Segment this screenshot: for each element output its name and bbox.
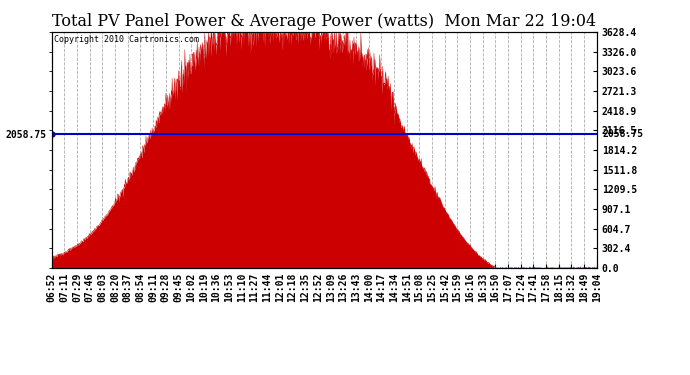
Text: 2058.75: 2058.75 bbox=[602, 129, 644, 139]
Title: Total PV Panel Power & Average Power (watts)  Mon Mar 22 19:04: Total PV Panel Power & Average Power (wa… bbox=[52, 13, 596, 30]
Text: Copyright 2010 Cartronics.com: Copyright 2010 Cartronics.com bbox=[55, 35, 199, 44]
